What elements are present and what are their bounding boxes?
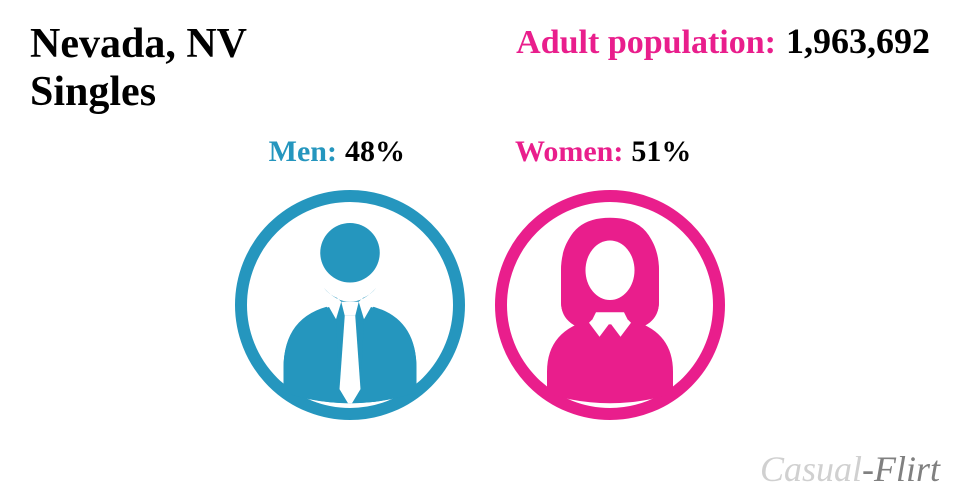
female-silhouette-icon (523, 213, 698, 408)
location-line1: Nevada, NV (30, 21, 247, 67)
icons-row (0, 190, 960, 420)
watermark-part1: Casual (760, 449, 862, 489)
women-stat: Women: 51% (515, 135, 691, 169)
men-icon-circle (235, 190, 465, 420)
women-value: 51% (631, 135, 691, 169)
women-icon-circle (495, 190, 725, 420)
men-value: 48% (345, 135, 405, 169)
location-line2: Singles (30, 69, 156, 115)
population-label: Adult population: (516, 24, 776, 62)
men-stat: Men: 48% (269, 135, 405, 169)
watermark: Casual-Flirt (760, 448, 940, 490)
header: Nevada, NV Singles Adult population: 1,9… (30, 20, 930, 117)
population-value: 1,963,692 (786, 20, 930, 62)
location-title: Nevada, NV Singles (30, 20, 247, 117)
population-block: Adult population: 1,963,692 (516, 20, 930, 62)
watermark-part2: Flirt (874, 449, 940, 489)
women-label: Women: (515, 135, 623, 169)
watermark-separator: - (862, 449, 874, 489)
men-label: Men: (269, 135, 337, 169)
stats-row: Men: 48% Women: 51% (0, 135, 960, 169)
male-silhouette-icon (263, 213, 438, 408)
